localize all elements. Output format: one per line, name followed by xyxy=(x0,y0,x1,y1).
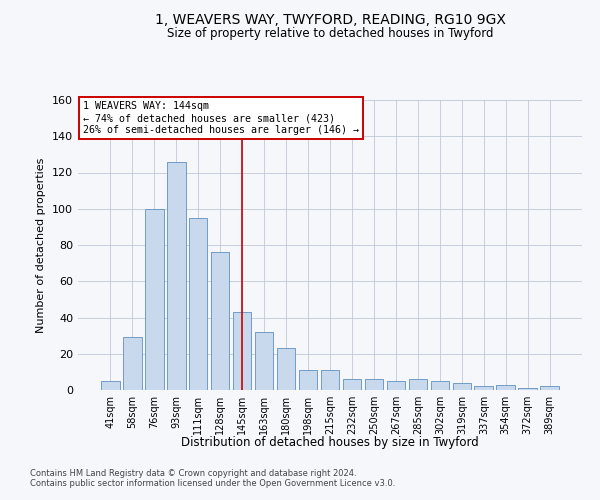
Bar xyxy=(299,370,317,390)
Bar xyxy=(409,379,427,390)
Bar xyxy=(277,348,295,390)
Y-axis label: Number of detached properties: Number of detached properties xyxy=(37,158,46,332)
Bar xyxy=(518,388,537,390)
Text: Contains public sector information licensed under the Open Government Licence v3: Contains public sector information licen… xyxy=(30,479,395,488)
Bar xyxy=(320,370,340,390)
Bar xyxy=(343,379,361,390)
Bar xyxy=(101,381,119,390)
Text: Contains HM Land Registry data © Crown copyright and database right 2024.: Contains HM Land Registry data © Crown c… xyxy=(30,469,356,478)
Bar xyxy=(211,252,229,390)
Bar xyxy=(123,338,142,390)
Bar xyxy=(255,332,274,390)
Bar xyxy=(475,386,493,390)
Bar xyxy=(496,384,515,390)
Text: 1, WEAVERS WAY, TWYFORD, READING, RG10 9GX: 1, WEAVERS WAY, TWYFORD, READING, RG10 9… xyxy=(155,12,505,26)
Bar xyxy=(431,381,449,390)
Bar xyxy=(167,162,185,390)
Text: Size of property relative to detached houses in Twyford: Size of property relative to detached ho… xyxy=(167,28,493,40)
Bar xyxy=(233,312,251,390)
Bar xyxy=(365,379,383,390)
Text: 1 WEAVERS WAY: 144sqm
← 74% of detached houses are smaller (423)
26% of semi-det: 1 WEAVERS WAY: 144sqm ← 74% of detached … xyxy=(83,102,359,134)
Bar xyxy=(541,386,559,390)
Bar xyxy=(145,209,164,390)
Bar xyxy=(452,383,471,390)
Text: Distribution of detached houses by size in Twyford: Distribution of detached houses by size … xyxy=(181,436,479,449)
Bar xyxy=(386,381,405,390)
Bar xyxy=(189,218,208,390)
